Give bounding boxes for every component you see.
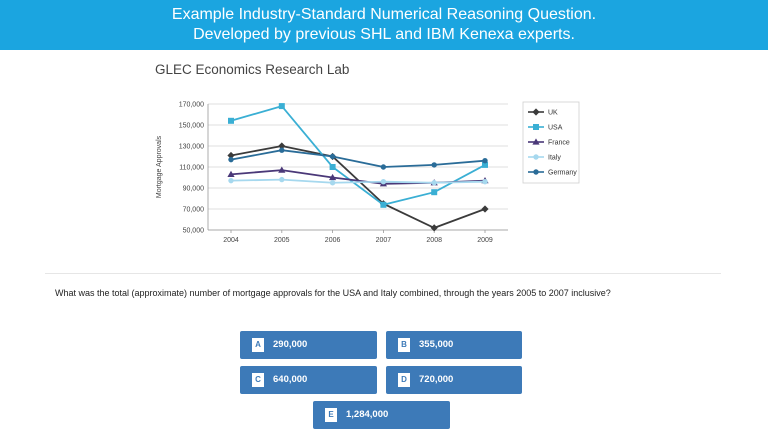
x-tick-label: 2009 [477,237,493,244]
answer-value: 640,000 [273,374,308,385]
legend-marker [533,154,539,160]
series-line-italy [230,178,486,184]
answer-value: 720,000 [419,374,454,385]
data-point-germany [380,164,387,170]
y-tick-label: 110,000 [179,165,204,172]
answer-value: 290,000 [273,339,308,350]
data-point-uk [278,142,286,150]
legend-label: France [548,140,570,147]
x-tick-label: 2005 [274,237,290,244]
answer-option-e[interactable]: E 1,284,000 [313,401,450,429]
y-tick-label: 50,000 [183,228,205,235]
legend-label: Germany [548,170,577,177]
series-line-germany [230,149,486,168]
data-point-usa [278,103,285,110]
data-point-uk [430,224,438,232]
y-tick-label: 90,000 [183,186,205,193]
data-point-uk [481,205,489,213]
organization-title: GLEC Economics Research Lab [155,62,350,77]
answer-option-d[interactable]: D 720,000 [386,366,522,394]
answer-letter-badge: A [252,338,264,352]
data-point-italy [380,179,387,185]
chart-container: 50,000 70,000 90,000 110,000 130,000 150,000 1… [148,92,588,248]
data-point-italy [228,177,234,184]
answer-value: 355,000 [419,339,454,350]
data-point-france [278,166,286,173]
answer-value: 1,284,000 [346,409,389,420]
data-point-italy [431,180,437,186]
data-point-germany [228,156,234,163]
legend-label: UK [548,110,558,117]
header-banner: Example Industry-Standard Numerical Reas… [0,0,768,50]
y-tick-label: 150,000 [179,123,204,130]
x-tick-label: 2007 [376,237,392,244]
data-point-france [329,173,337,181]
line-chart: 50,000 70,000 90,000 110,000 130,000 150,000 1… [156,102,580,244]
data-point-usa [329,164,336,170]
banner-line-2: Developed by previous SHL and IBM Kenexa… [193,26,575,43]
data-point-usa [228,117,234,124]
legend-marker [532,108,540,116]
data-point-germany [279,147,285,153]
legend-label: Italy [548,155,561,162]
y-tick-label: 170,000 [179,102,204,109]
answer-letter-badge: E [325,408,337,422]
answer-option-b[interactable]: B 355,000 [386,331,522,359]
legend-marker [532,138,540,145]
answer-letter-badge: D [398,373,410,387]
y-axis-label: Mortgage Approvals [156,135,163,198]
answer-option-a[interactable]: A 290,000 [240,331,377,359]
data-point-usa [431,189,438,196]
data-point-italy [329,180,336,186]
data-point-usa [482,161,488,168]
divider [45,273,721,274]
legend-marker [533,169,539,175]
legend-marker [533,124,539,130]
answer-letter-badge: C [252,373,264,387]
data-point-france [227,170,235,177]
data-point-uk [227,151,235,160]
x-tick-label: 2004 [223,237,239,244]
banner-line-1: Example Industry-Standard Numerical Reas… [171,6,597,23]
y-tick-label: 70,000 [183,207,205,214]
legend-label: USA [548,125,563,132]
data-point-usa [380,201,387,208]
x-tick-label: 2006 [325,237,341,244]
y-tick-label: 130,000 [179,144,204,151]
data-point-germany [431,162,437,168]
data-point-italy [482,179,488,185]
question-text: What was the total (approximate) number … [55,288,611,298]
answer-option-c[interactable]: C 640,000 [240,366,377,394]
answer-letter-badge: B [398,338,410,352]
data-point-germany [482,158,488,164]
data-point-italy [279,176,285,183]
data-point-germany [329,153,336,160]
x-tick-label: 2008 [426,237,442,244]
series-line-usa [230,105,486,206]
